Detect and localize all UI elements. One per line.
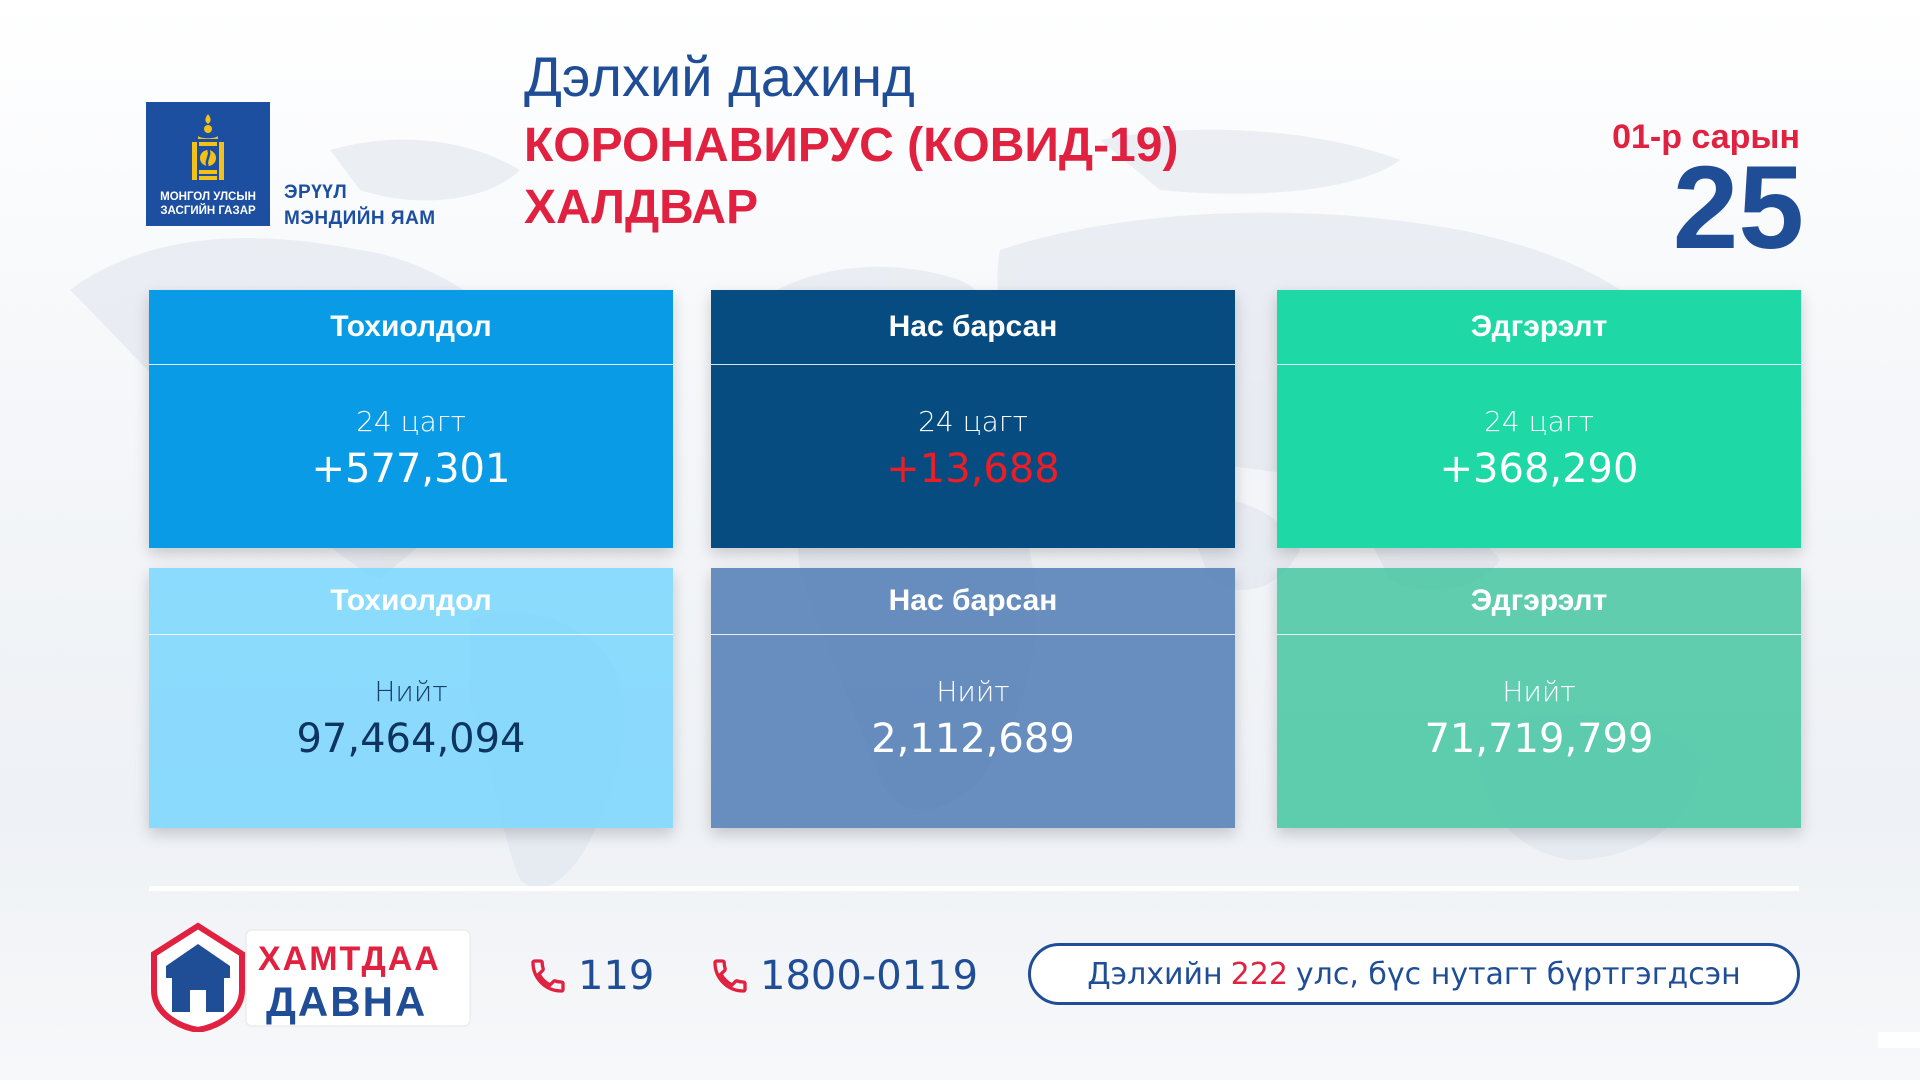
total-deaths-card: Нас барсан Нийт 2,112,689 xyxy=(711,568,1235,828)
ger-shield-icon xyxy=(151,922,245,1032)
hamtdaa-davna-badge: ХАМТДАА ДАВНА xyxy=(151,922,471,1032)
page-title-line2: КОРОНАВИРУС (КОВИД-19) xyxy=(524,119,1179,172)
total-cases-card: Тохиолдол Нийт 97,464,094 xyxy=(149,568,673,828)
card-heading: Нас барсан xyxy=(711,290,1235,365)
government-logo: МОНГОЛ УЛСЫН ЗАСГИЙН ГАЗАР xyxy=(146,102,270,226)
card-subtitle: 24 цагт xyxy=(356,405,466,438)
date-day: 25 xyxy=(1672,142,1804,274)
phone-number: 119 xyxy=(578,953,655,999)
card-value: +577,301 xyxy=(311,446,511,492)
country-count: 222 xyxy=(1230,956,1288,992)
card-subtitle: Нийт xyxy=(1502,675,1576,708)
ministry-name-line2: МЭНДИЙН ЯАМ xyxy=(284,208,436,229)
page-title-line3: ХАЛДВАР xyxy=(524,181,759,234)
total-recovered-card: Эдгэрэлт Нийт 71,719,799 xyxy=(1277,568,1801,828)
card-heading: Нас барсан xyxy=(711,568,1235,635)
daily-recovered-card: Эдгэрэлт 24 цагт +368,290 xyxy=(1277,290,1801,548)
card-heading: Тохиолдол xyxy=(149,568,673,635)
card-heading: Эдгэрэлт xyxy=(1277,290,1801,365)
corner-decoration xyxy=(1878,1032,1920,1048)
banner-suffix: улс, бүс нутагт бүртгэгдсэн xyxy=(1295,956,1741,992)
card-heading: Эдгэрэлт xyxy=(1277,568,1801,635)
card-heading: Тохиолдол xyxy=(149,290,673,365)
badge-line2: ДАВНА xyxy=(266,978,427,1025)
hotline-119[interactable]: 119 xyxy=(528,952,654,1000)
card-subtitle: 24 цагт xyxy=(918,405,1028,438)
ministry-name: ЭРҮҮЛ МЭНДИЙН ЯАМ xyxy=(284,180,436,232)
ministry-name-line1: ЭРҮҮЛ xyxy=(284,182,348,203)
countries-registered-banner: Дэлхийн 222 улс, бүс нутагт бүртгэгдсэн xyxy=(1028,943,1800,1005)
soyombo-emblem-icon xyxy=(192,114,224,180)
card-subtitle: 24 цагт xyxy=(1484,405,1594,438)
date-month-label: 01-р сарын xyxy=(1612,118,1800,156)
government-name-line1: МОНГОЛ УЛСЫН xyxy=(160,191,256,203)
card-subtitle: Нийт xyxy=(936,675,1010,708)
phone-icon xyxy=(531,959,565,993)
badge-line1: ХАМТДАА xyxy=(258,940,441,978)
page-title-line1: Дэлхий дахинд xyxy=(524,45,915,108)
daily-cases-card: Тохиолдол 24 цагт +577,301 xyxy=(149,290,673,548)
phone-icon xyxy=(713,959,747,993)
card-subtitle: Нийт xyxy=(374,675,448,708)
card-value: +13,688 xyxy=(886,446,1060,492)
card-value: 71,719,799 xyxy=(1424,716,1654,762)
government-name-line2: ЗАСГИЙН ГАЗАР xyxy=(160,205,256,217)
phone-number: 1800-0119 xyxy=(760,953,979,999)
daily-deaths-card: Нас барсан 24 цагт +13,688 xyxy=(711,290,1235,548)
government-name: МОНГОЛ УЛСЫН ЗАСГИЙН ГАЗАР xyxy=(150,190,266,218)
card-value: +368,290 xyxy=(1439,446,1639,492)
banner-prefix: Дэлхийн xyxy=(1087,956,1223,992)
card-value: 2,112,689 xyxy=(871,716,1075,762)
section-divider xyxy=(149,886,1799,891)
card-value: 97,464,094 xyxy=(296,716,526,762)
hotline-1800-0119[interactable]: 1800-0119 xyxy=(710,952,978,1000)
